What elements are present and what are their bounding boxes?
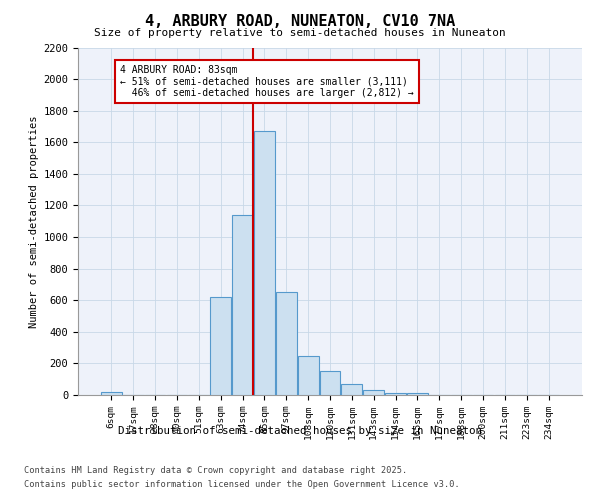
Bar (341, 384, 362, 395)
Bar (254, 131, 275, 395)
Bar (407, 394, 428, 395)
Bar (276, 292, 296, 395)
Bar (101, 392, 122, 395)
Bar (232, 215, 253, 395)
Text: 4 ARBURY ROAD: 83sqm
← 51% of semi-detached houses are smaller (3,111)
  46% of : 4 ARBURY ROAD: 83sqm ← 51% of semi-detac… (120, 65, 414, 98)
Bar (210, 297, 231, 395)
Bar (298, 356, 319, 395)
Bar (364, 390, 384, 395)
Text: Distribution of semi-detached houses by size in Nuneaton: Distribution of semi-detached houses by … (118, 426, 482, 436)
Text: Contains public sector information licensed under the Open Government Licence v3: Contains public sector information licen… (24, 480, 460, 489)
Text: Contains HM Land Registry data © Crown copyright and database right 2025.: Contains HM Land Registry data © Crown c… (24, 466, 407, 475)
Bar (320, 372, 340, 395)
Bar (385, 394, 406, 395)
Text: 4, ARBURY ROAD, NUNEATON, CV10 7NA: 4, ARBURY ROAD, NUNEATON, CV10 7NA (145, 14, 455, 29)
Y-axis label: Number of semi-detached properties: Number of semi-detached properties (29, 115, 39, 328)
Text: Size of property relative to semi-detached houses in Nuneaton: Size of property relative to semi-detach… (94, 28, 506, 38)
